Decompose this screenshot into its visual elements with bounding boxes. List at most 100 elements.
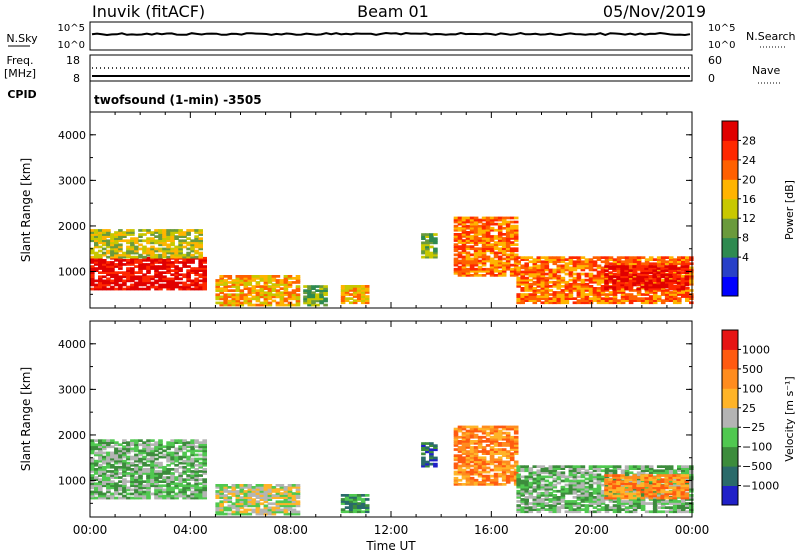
data-cell: [608, 285, 613, 289]
data-cell: [544, 262, 550, 266]
data-cell: [668, 269, 673, 272]
data-cell: [636, 275, 641, 279]
data-cell: [616, 268, 622, 272]
data-cell: [485, 243, 491, 246]
data-cell: [600, 465, 606, 468]
data-cell: [186, 251, 191, 255]
data-cell: [457, 239, 463, 242]
data-cell: [516, 295, 521, 298]
data-cell: [154, 465, 159, 469]
data-cell: [616, 267, 621, 270]
data-cell: [198, 457, 203, 461]
data-cell: [146, 443, 151, 447]
data-cell: [668, 510, 674, 514]
data-cell: [154, 231, 159, 234]
data-cell: [608, 478, 613, 481]
data-cell: [528, 475, 534, 479]
data-cell: [477, 458, 483, 462]
data-cell: [106, 235, 111, 238]
data-cell: [664, 269, 669, 272]
data-cell: [612, 510, 618, 514]
data-cell: [239, 281, 245, 284]
data-cell: [150, 478, 155, 481]
data-cell: [247, 293, 253, 297]
data-cell: [624, 297, 630, 300]
data-cell: [255, 492, 261, 495]
data-cell: [194, 255, 199, 259]
data-cell: [344, 285, 350, 288]
data-cell: [186, 265, 191, 268]
data-cell: [453, 220, 459, 224]
data-cell: [106, 263, 111, 266]
data-cell: [520, 276, 525, 280]
data-cell: [202, 443, 207, 447]
data-cell: [568, 489, 574, 493]
data-cell: [166, 285, 171, 289]
data-cell: [652, 289, 658, 292]
data-cell: [215, 512, 220, 516]
data-cell: [505, 464, 511, 468]
data-cell: [465, 233, 471, 236]
data-cell: [122, 259, 127, 262]
data-cell: [174, 457, 179, 461]
data-cell: [425, 255, 430, 259]
data-cell: [194, 273, 199, 277]
data-cell: [580, 475, 586, 479]
data-cell: [628, 496, 633, 500]
data-cell: [524, 475, 529, 479]
data-cell: [178, 243, 183, 247]
data-cell: [501, 483, 507, 486]
data-cell: [243, 281, 249, 284]
data-cell: [98, 253, 103, 257]
data-cell: [283, 289, 289, 292]
data-cell: [588, 491, 594, 495]
data-cell: [98, 457, 103, 461]
data-cell: [536, 268, 542, 272]
data-cell: [548, 301, 554, 305]
data-cell: [259, 275, 265, 278]
data-cell: [489, 458, 495, 462]
data-cell: [348, 494, 354, 497]
data-cell: [548, 494, 554, 497]
data-cell: [604, 465, 610, 468]
data-cell: [616, 275, 621, 279]
data-cell: [652, 471, 658, 475]
data-cell: [251, 494, 257, 497]
data-cell: [118, 279, 123, 283]
data-cell: [198, 443, 203, 447]
data-cell: [134, 443, 139, 447]
data-cell: [469, 267, 475, 271]
data-cell: [568, 491, 574, 495]
data-cell: [497, 216, 503, 220]
data-cell: [295, 484, 301, 487]
data-cell: [544, 494, 550, 497]
data-cell: [150, 439, 155, 442]
data-cell: [267, 496, 273, 499]
data-cell: [481, 261, 487, 265]
data-cell: [552, 502, 558, 505]
data-cell: [477, 437, 483, 441]
data-cell: [98, 468, 103, 471]
data-cell: [231, 488, 237, 491]
data-cell: [628, 269, 633, 272]
data-cell: [524, 485, 529, 489]
data-cell: [513, 460, 519, 464]
data-cell: [584, 506, 590, 509]
data-cell: [489, 235, 495, 238]
data-cell: [364, 504, 370, 507]
data-cell: [509, 456, 515, 460]
data-cell: [612, 272, 618, 276]
data-cell: [556, 498, 562, 501]
data-cell: [134, 271, 139, 274]
data-cell: [676, 476, 681, 479]
data-cell: [150, 484, 155, 488]
data-cell: [219, 301, 224, 305]
data-cell: [469, 274, 475, 277]
data-cell: [138, 239, 143, 243]
data-cell: [672, 297, 678, 300]
data-cell: [461, 431, 467, 435]
data-cell: [636, 265, 641, 268]
data-cell: [524, 483, 529, 487]
data-cell: [660, 258, 666, 261]
data-cell: [656, 498, 662, 501]
